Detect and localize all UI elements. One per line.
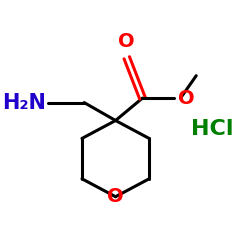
Text: H₂N: H₂N (2, 92, 46, 112)
Text: O: O (118, 32, 135, 51)
Text: HCl: HCl (191, 120, 233, 140)
Text: O: O (107, 187, 124, 206)
Text: O: O (178, 88, 195, 108)
